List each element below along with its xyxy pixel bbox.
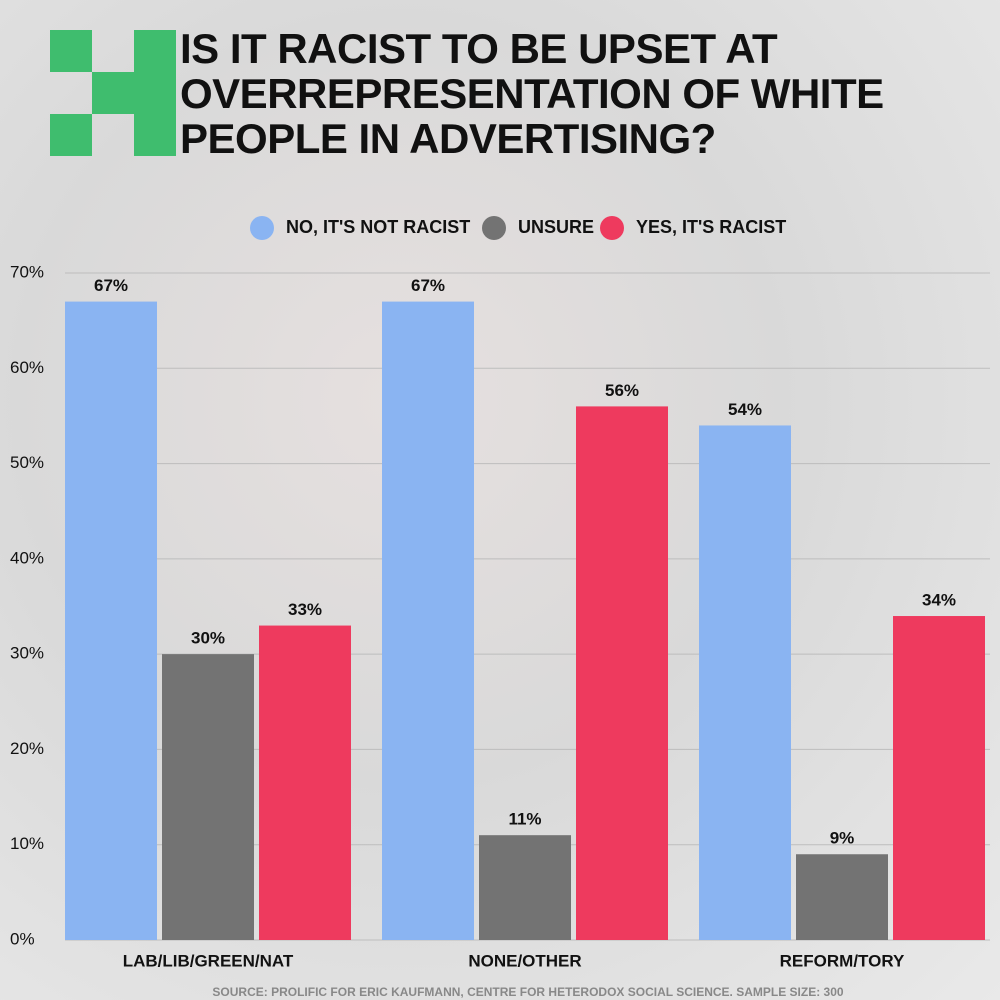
legend-swatch: [600, 216, 624, 240]
y-tick-label: 0%: [10, 929, 35, 948]
legend-swatch: [250, 216, 274, 240]
value-label: 54%: [728, 400, 762, 419]
chart-title: IS IT RACIST TO BE UPSET AT OVERREPRESEN…: [180, 25, 884, 162]
legend-swatch: [482, 216, 506, 240]
bar: [65, 301, 157, 941]
y-tick-label: 10%: [10, 834, 44, 853]
bar: [162, 654, 254, 940]
bar: [699, 425, 791, 940]
value-label: 33%: [288, 600, 322, 619]
bar: [893, 616, 985, 940]
y-tick-label: 30%: [10, 644, 44, 663]
bar: [382, 301, 474, 941]
x-tick-label: LAB/LIB/GREEN/NAT: [123, 951, 294, 970]
value-label: 30%: [191, 629, 225, 648]
value-label: 9%: [830, 829, 855, 848]
y-tick-label: 40%: [10, 548, 44, 567]
bar: [479, 835, 571, 940]
legend-label: YES, IT'S RACIST: [636, 217, 786, 237]
logo: [50, 30, 176, 156]
value-label: 56%: [605, 381, 639, 400]
y-tick-label: 60%: [10, 358, 44, 377]
bar: [576, 406, 668, 940]
x-tick-label: NONE/OTHER: [468, 951, 581, 970]
legend-label: NO, IT'S NOT RACIST: [286, 217, 470, 237]
source-note: SOURCE: PROLIFIC FOR ERIC KAUFMANN, CENT…: [212, 985, 843, 999]
bar: [796, 854, 888, 940]
value-label: 34%: [922, 591, 956, 610]
legend-label: UNSURE: [518, 217, 594, 237]
bar: [259, 625, 351, 940]
y-tick-label: 50%: [10, 453, 44, 472]
x-tick-label: REFORM/TORY: [780, 951, 905, 970]
y-tick-label: 20%: [10, 739, 44, 758]
value-label: 67%: [411, 276, 445, 295]
y-tick-label: 70%: [10, 262, 44, 281]
value-label: 11%: [508, 810, 541, 829]
value-label: 67%: [94, 276, 128, 295]
